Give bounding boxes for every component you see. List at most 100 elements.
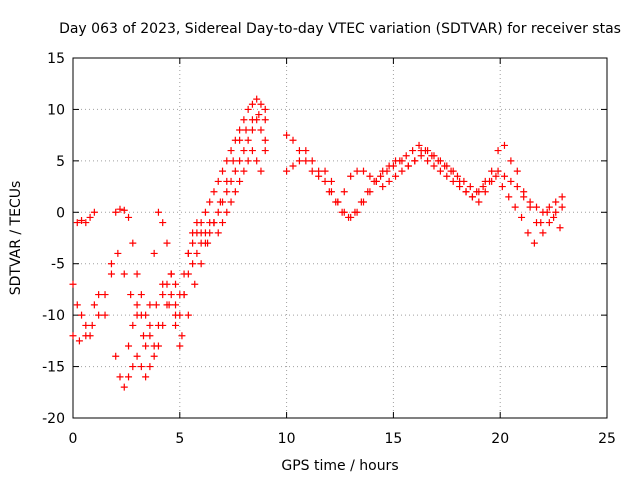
data-point [449,177,457,185]
data-point [219,219,227,227]
data-point [289,136,297,144]
data-point [321,177,329,185]
data-point [236,126,244,134]
x-tick-label: 10 [278,431,296,447]
data-point [539,229,547,237]
data-point [231,167,239,175]
data-point [253,95,261,103]
data-point [167,291,175,299]
data-point [236,157,244,165]
data-point [176,342,184,350]
data-point [500,172,508,180]
data-point [359,167,367,175]
data-point [411,157,419,165]
data-point [507,157,515,165]
data-point [511,203,519,211]
data-point [146,321,154,329]
grid-lines [73,58,607,418]
data-point [552,208,560,216]
data-point [137,363,145,371]
data-point [498,183,506,191]
data-point [321,167,329,175]
data-point [505,193,513,201]
data-point [468,193,476,201]
data-point [327,177,335,185]
data-point [150,352,158,360]
data-point [253,116,261,124]
data-point [229,157,237,165]
data-point [398,167,406,175]
data-point [129,321,137,329]
data-point [191,280,199,288]
data-point [107,260,115,268]
data-point [257,100,265,108]
data-point [150,249,158,257]
data-point [206,198,214,206]
data-point [443,172,451,180]
data-point [189,239,197,247]
data-point [353,167,361,175]
data-point [146,301,154,309]
data-point [253,157,261,165]
data-point [227,147,235,155]
data-point [133,301,141,309]
data-point [219,198,227,206]
data-point [129,363,137,371]
data-point [453,172,461,180]
data-point [69,332,77,340]
data-point [125,213,133,221]
y-axis-title: SDTVAR / TECUs [8,181,24,296]
data-point [357,198,365,206]
data-point [248,147,256,155]
data-point [214,177,222,185]
data-point [137,291,145,299]
data-point [530,239,538,247]
data-point [184,249,192,257]
data-point [494,167,502,175]
series-track-d [125,147,269,360]
y-tick-label: -15 [42,360,65,376]
data-point [340,188,348,196]
data-point [545,219,553,227]
data-point [112,352,120,360]
data-point [210,188,218,196]
data-point [178,332,186,340]
series-track-f [283,147,566,237]
series-track-e [283,131,566,221]
data-point [257,126,265,134]
data-point [500,141,508,149]
data-point [180,291,188,299]
data-point [127,291,135,299]
data-point [417,152,425,160]
data-point [295,147,303,155]
data-point [227,198,235,206]
data-point [492,172,500,180]
series-track-c [73,116,269,350]
data-point [332,198,340,206]
data-point [73,219,81,227]
data-point [308,157,316,165]
data-point [366,172,374,180]
data-point [240,147,248,155]
data-point [415,141,423,149]
data-point [210,219,218,227]
data-point [240,116,248,124]
data-point [244,105,252,113]
data-point [520,193,528,201]
series-track-g [325,141,564,247]
data-point [550,213,558,221]
data-point [146,332,154,340]
data-point [488,167,496,175]
data-point [125,373,133,381]
data-point [193,249,201,257]
data-point [526,203,534,211]
y-tick-label: 0 [56,205,65,221]
data-point [347,172,355,180]
data-point [513,167,521,175]
data-points [69,95,566,391]
data-point [518,213,526,221]
data-point [552,198,560,206]
data-point [78,311,86,319]
data-point [460,177,468,185]
